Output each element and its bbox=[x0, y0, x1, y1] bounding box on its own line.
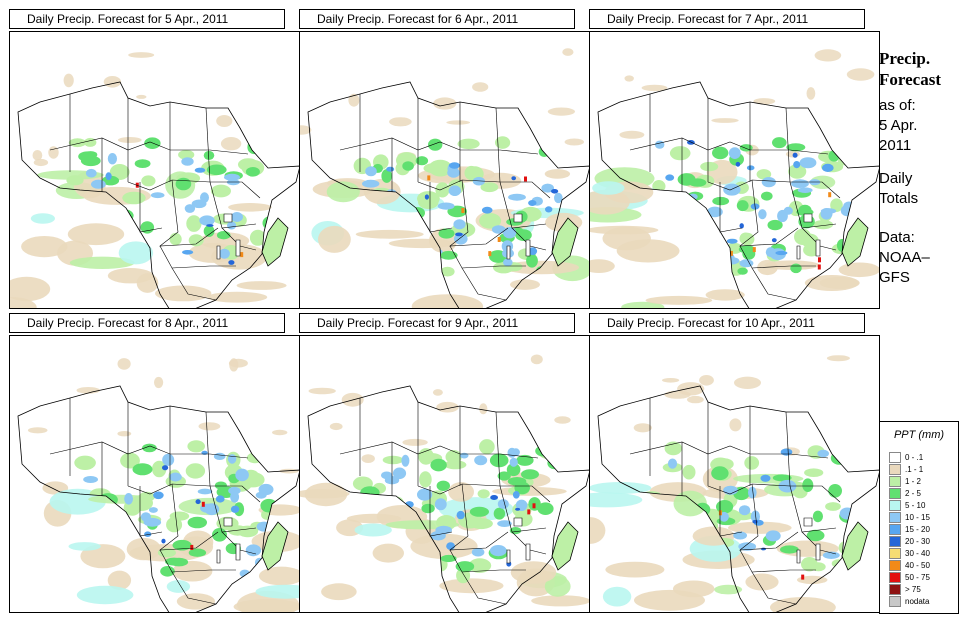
precip-map bbox=[589, 335, 880, 613]
data-source-line1: Data: bbox=[879, 229, 915, 246]
sidebar-title-line2: Forecast bbox=[879, 70, 941, 89]
legend-label: 30 - 40 bbox=[905, 549, 930, 558]
legend-swatch bbox=[889, 488, 901, 499]
legend-label: 40 - 50 bbox=[905, 561, 930, 570]
legend-label: 1 - 2 bbox=[905, 477, 922, 486]
legend-label: nodata bbox=[905, 597, 930, 606]
asof-date: 5 Apr. bbox=[879, 117, 918, 134]
legend-swatch bbox=[889, 584, 901, 595]
legend-swatch bbox=[889, 512, 901, 523]
africa-map bbox=[300, 354, 589, 612]
legend-swatch bbox=[889, 572, 901, 583]
panel-title: Daily Precip. Forecast for 8 Apr., 2011 bbox=[9, 313, 285, 333]
ocean-precip-layer bbox=[10, 52, 287, 308]
precip-map bbox=[299, 335, 590, 613]
precip-map bbox=[9, 31, 300, 309]
legend-swatch bbox=[889, 464, 901, 475]
legend-label: 50 - 75 bbox=[905, 573, 930, 582]
totals-line2: Totals bbox=[879, 190, 919, 207]
precip-map bbox=[9, 335, 300, 613]
legend-swatch bbox=[889, 536, 901, 547]
africa-map bbox=[10, 52, 299, 308]
legend-swatch bbox=[889, 548, 901, 559]
legend-swatch bbox=[889, 452, 901, 463]
precip-map bbox=[299, 31, 590, 309]
legend-label: 10 - 15 bbox=[905, 513, 930, 522]
panel-title: Daily Precip. Forecast for 9 Apr., 2011 bbox=[299, 313, 575, 333]
data-source-line3: GFS bbox=[879, 269, 910, 286]
panel-title: Daily Precip. Forecast for 10 Apr., 2011 bbox=[589, 313, 865, 333]
sidebar-title: Precip. Forecast bbox=[879, 48, 941, 90]
ppt-legend: PPT (mm) 0 - .1 .1 - 1 1 - 2 2 - 5 5 - 10 10 … bbox=[879, 421, 959, 614]
panel-title: Daily Precip. Forecast for 6 Apr., 2011 bbox=[299, 9, 575, 29]
legend-label: 15 - 20 bbox=[905, 525, 930, 534]
legend-label: 0 - .1 bbox=[905, 453, 924, 462]
panel-title: Daily Precip. Forecast for 5 Apr., 2011 bbox=[9, 9, 285, 29]
legend-swatch bbox=[889, 476, 901, 487]
panel-title: Daily Precip. Forecast for 7 Apr., 2011 bbox=[589, 9, 865, 29]
africa-map bbox=[590, 355, 879, 612]
legend-label: 5 - 10 bbox=[905, 501, 926, 510]
precip-map bbox=[589, 31, 880, 309]
africa-map bbox=[590, 49, 879, 308]
sidebar-title-line1: Precip. bbox=[879, 49, 931, 68]
africa-map bbox=[300, 48, 589, 308]
legend-swatch bbox=[889, 596, 901, 607]
legend-label: 2 - 5 bbox=[905, 489, 922, 498]
asof-label: as of: bbox=[879, 97, 916, 114]
data-source-line2: NOAA– bbox=[879, 249, 930, 266]
legend-swatch bbox=[889, 500, 901, 511]
asof-year: 2011 bbox=[879, 137, 912, 154]
legend-label: > 75 bbox=[905, 585, 921, 594]
africa-map bbox=[17, 358, 299, 612]
legend-label: .1 - 1 bbox=[905, 465, 924, 474]
legend-swatch bbox=[889, 524, 901, 535]
legend-label: 20 - 30 bbox=[905, 537, 930, 546]
totals-line1: Daily bbox=[879, 170, 913, 187]
legend-swatch bbox=[889, 560, 901, 571]
legend-title: PPT (mm) bbox=[893, 429, 945, 441]
